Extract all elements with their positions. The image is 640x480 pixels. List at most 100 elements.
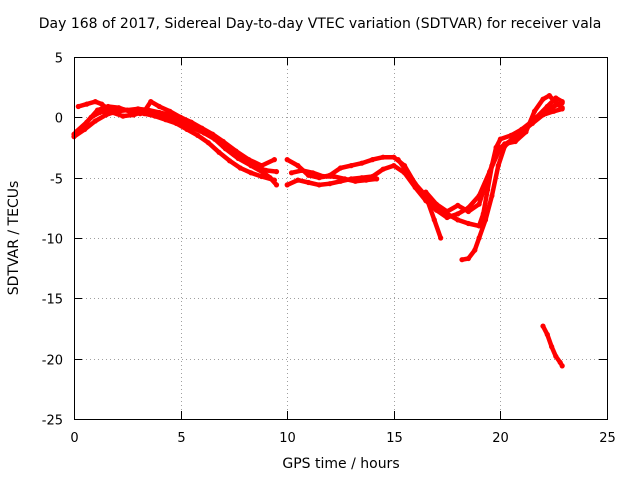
data-point [75,103,81,110]
data-point [455,211,461,217]
data-point [188,119,194,125]
data-point [288,170,295,176]
data-point [169,115,175,122]
data-point [148,99,154,105]
data-point [235,155,241,161]
data-point [497,136,503,142]
data-point [331,173,337,180]
data-point [465,220,471,227]
data-point [246,157,252,163]
data-point [465,208,471,215]
data-point [158,111,164,117]
data-point [459,257,465,263]
data-point [531,108,538,114]
data-point [455,202,461,208]
data-point [391,163,397,169]
data-point [476,223,482,229]
data-point [540,96,546,102]
data-point [178,114,184,120]
data-point [320,173,326,180]
data-point [476,201,482,207]
data-point [205,140,211,146]
data-point [502,143,508,149]
data-point [416,187,422,193]
data-point [391,154,397,160]
data-point [495,163,501,169]
series-line-track-3 [76,99,277,168]
data-point [295,163,301,169]
data-point [295,177,301,183]
data-point [84,119,90,125]
data-point [148,109,154,116]
data-point [374,176,380,182]
y-tick-label: -15 [42,293,63,308]
data-point [190,125,196,131]
x-tick-label: 15 [386,431,403,446]
data-point [553,353,559,359]
data-point [167,108,173,114]
data-point [551,108,557,114]
data-point [540,323,546,329]
data-point [267,175,273,181]
data-point [444,214,450,221]
data-point [201,130,207,136]
data-point [485,175,491,181]
data-point [342,176,348,182]
data-point [261,170,267,176]
chart-title: Day 168 of 2017, Sidereal Day-to-day VTE… [38,16,602,32]
data-point [559,99,565,105]
data-point [99,101,105,107]
y-tick-label: -25 [42,414,63,429]
series-line-track-9 [423,93,565,214]
data-point [237,165,243,171]
data-point [137,111,143,117]
data-point [369,157,376,163]
data-point [482,217,489,223]
data-point [156,103,162,110]
data-point [348,163,354,169]
series-line-track-8 [395,157,443,241]
data-point [116,105,122,111]
data-point [273,182,280,188]
data-point [84,101,90,107]
y-tick-label: -20 [42,354,63,369]
data-point [455,217,461,223]
data-point [493,150,499,157]
data-point [380,166,386,172]
y-tick-label: 0 [55,112,63,127]
data-point [465,255,471,262]
data-point [92,118,98,124]
data-point [216,149,222,155]
data-series [71,93,565,369]
data-point [472,247,478,253]
data-point [553,95,559,101]
data-point [559,105,565,111]
data-point [105,103,111,110]
data-point [284,182,290,188]
data-point [248,163,254,169]
data-point [380,154,386,160]
data-point [120,113,126,119]
data-point [284,157,290,163]
data-point [337,165,344,171]
data-point [271,157,277,163]
x-tick-label: 10 [279,431,296,446]
data-point [544,103,550,110]
data-point [546,93,553,99]
data-point [476,235,482,241]
data-point [423,189,429,195]
data-point [227,158,233,164]
data-point [352,178,358,184]
data-point [109,109,115,116]
data-point [94,107,101,113]
x-tick-label: 0 [70,431,78,446]
data-point [406,171,412,177]
data-point [310,170,316,176]
data-point [363,177,369,183]
y-tick-label: -10 [42,233,63,248]
data-point [431,217,437,223]
data-point [233,148,239,154]
data-point [316,182,322,188]
data-point [212,136,218,142]
